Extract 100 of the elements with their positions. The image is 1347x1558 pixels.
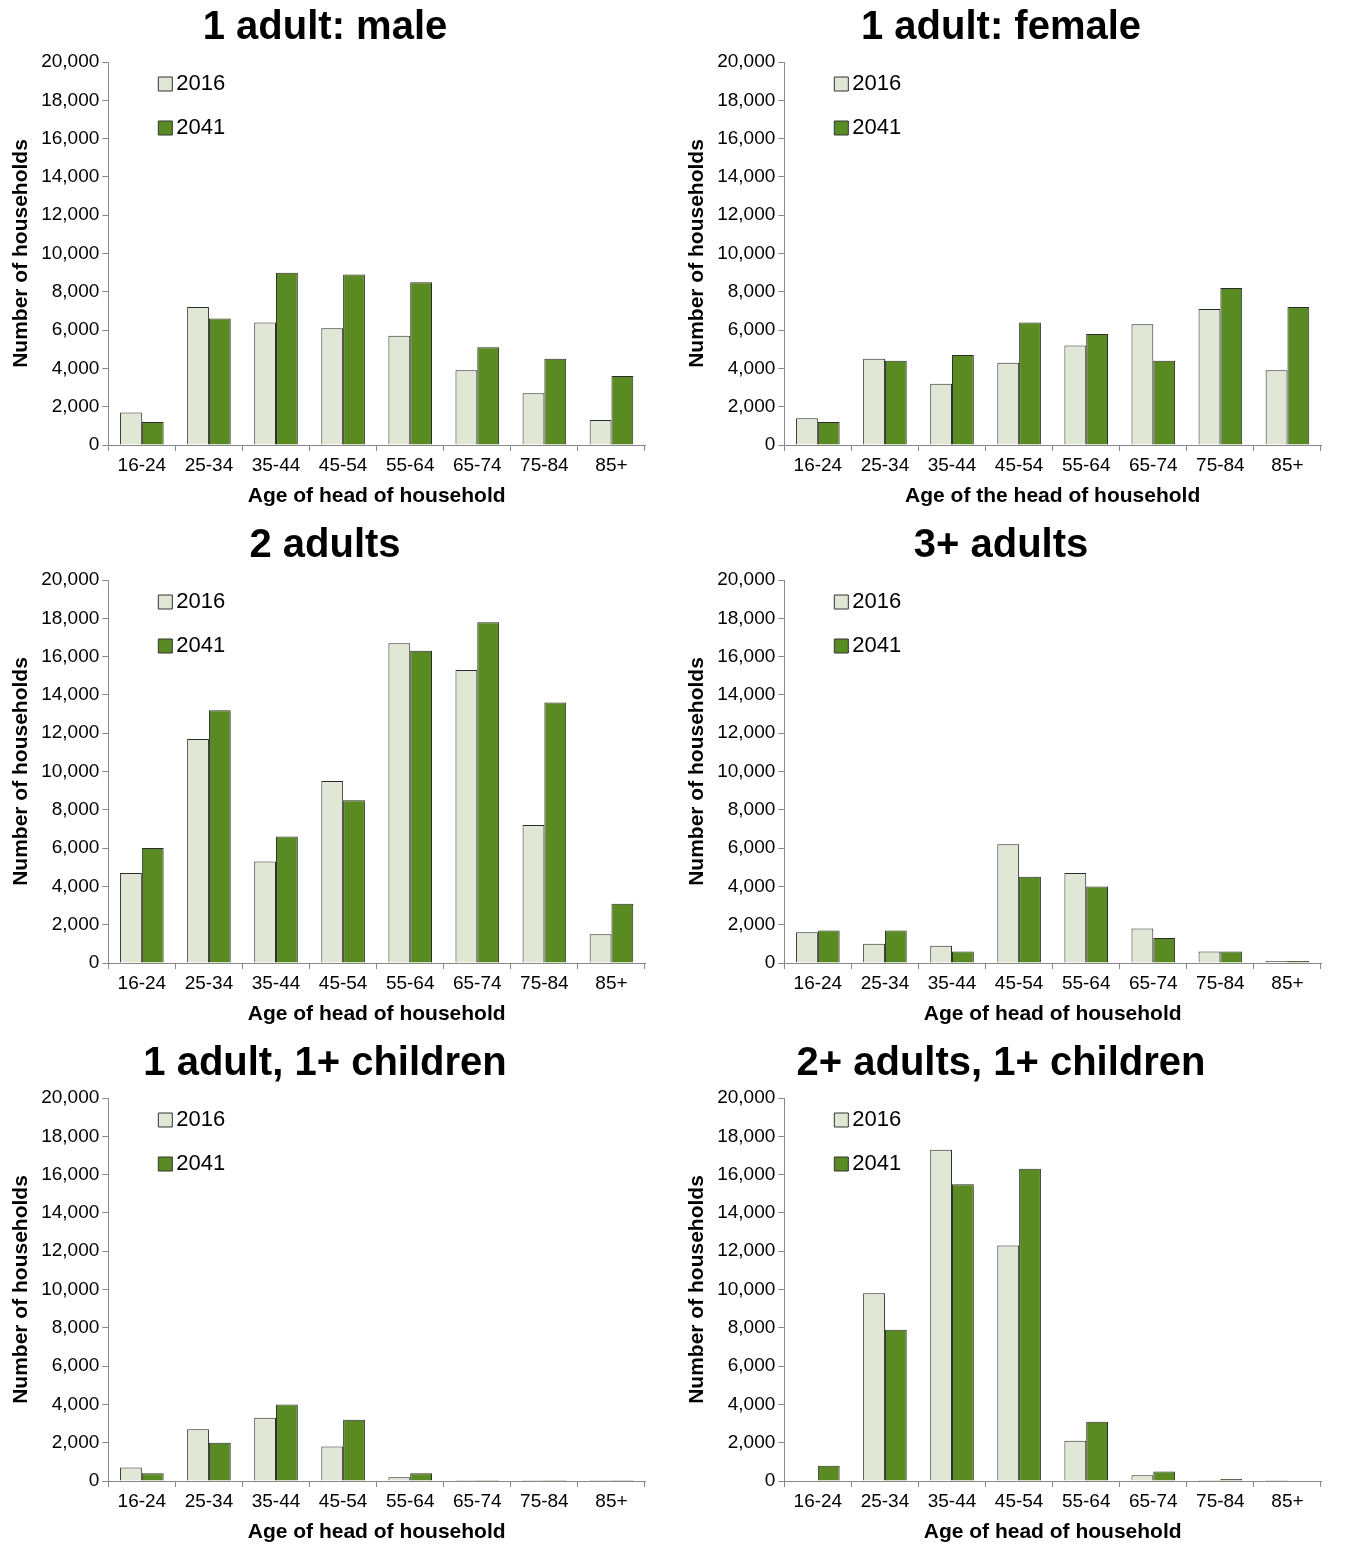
x-axis-title: Age of head of household [247,483,506,507]
x-tick-label: 55-64 [385,971,435,993]
x-tick-label: 55-64 [385,1489,435,1511]
y-tick-label: 20,000 [41,50,100,72]
y-tick-label: 18,000 [717,88,776,110]
x-tick-label: 16-24 [793,1489,843,1511]
x-tick-label: 16-24 [117,971,167,993]
x-axis-title: Age of head of household [247,1519,506,1543]
x-tick-label: 75-84 [520,971,570,993]
y-tick-label: 14,000 [41,1201,100,1223]
y-tick-label: 0 [88,433,100,455]
y-tick-label: 4,000 [727,1392,776,1414]
x-tick-label: 35-44 [251,971,301,993]
x-axis-title: Age of head of household [247,1001,506,1025]
x-tick-label: 65-74 [1128,453,1179,475]
x-tick-label: 25-34 [860,1489,910,1511]
x-axis-title: Age of head of household [923,1519,1182,1543]
x-tick-label: 65-74 [1128,971,1179,993]
chart-title: 2 adults [249,521,401,566]
y-tick-label: 10,000 [41,1277,100,1299]
x-tick-label: 45-54 [318,453,368,475]
y-tick-label: 20,000 [717,50,776,72]
y-tick-label: 2,000 [727,1430,776,1452]
y-tick-label: 14,000 [41,165,100,187]
x-tick-label: 25-34 [860,971,910,993]
x-tick-label: 65-74 [452,971,503,993]
y-tick-label: 0 [88,1469,100,1491]
y-tick-label: 16,000 [41,644,100,666]
y-tick-label: 12,000 [41,203,100,225]
y-tick-label: 2,000 [727,912,776,934]
y-tick-label: 4,000 [51,874,100,896]
x-tick-label: 35-44 [927,1489,977,1511]
y-tick-label: 6,000 [51,836,100,858]
y-axis-title: Number of households [8,657,32,886]
x-tick-label: 25-34 [184,971,234,993]
x-tick-label: 16-24 [793,971,843,993]
x-tick-label: 35-44 [927,453,977,475]
y-tick-label: 10,000 [717,241,776,263]
y-tick-label: 18,000 [41,606,100,628]
legend-label: 2016 [176,588,226,614]
y-tick-label: 4,000 [727,356,776,378]
legend-label: 2041 [852,114,902,140]
x-tick-label: 75-84 [520,453,570,475]
y-tick-label: 18,000 [717,606,776,628]
chart-title: 2+ adults, 1+ children [796,1039,1206,1084]
x-tick-label: 45-54 [994,453,1044,475]
legend-label: 2016 [176,70,226,96]
y-axis-title: Number of households [684,139,708,368]
x-tick-label: 45-54 [994,971,1044,993]
legend-label: 2041 [852,632,902,658]
x-tick-label: 16-24 [793,453,843,475]
y-tick-label: 4,000 [51,356,100,378]
x-tick-label: 55-64 [1061,1489,1111,1511]
y-tick-label: 12,000 [717,721,776,743]
y-tick-label: 18,000 [41,88,100,110]
chart-title: 3+ adults [913,521,1089,566]
x-axis-title: Age of the head of household [905,483,1201,507]
x-tick-label: 25-34 [184,1489,234,1511]
x-tick-label: 45-54 [318,1489,368,1511]
y-tick-label: 12,000 [717,203,776,225]
y-tick-label: 10,000 [717,759,776,781]
y-tick-label: 14,000 [717,683,776,705]
y-tick-label: 6,000 [727,836,776,858]
y-tick-label: 6,000 [51,318,100,340]
y-tick-label: 6,000 [51,1354,100,1376]
y-tick-label: 8,000 [727,1316,776,1338]
x-tick-label: 55-64 [1061,453,1111,475]
y-tick-label: 10,000 [41,241,100,263]
y-tick-label: 20,000 [717,568,776,590]
y-axis-title: Number of households [8,139,32,368]
x-axis-title: Age of head of household [923,1001,1182,1025]
x-tick-label: 55-64 [1061,971,1111,993]
x-tick-label: 45-54 [318,971,368,993]
y-tick-label: 20,000 [717,1086,776,1108]
y-tick-label: 8,000 [727,798,776,820]
x-tick-label: 55-64 [385,453,435,475]
x-tick-label: 16-24 [117,453,167,475]
y-tick-label: 20,000 [41,1086,100,1108]
y-tick-label: 0 [764,433,776,455]
y-tick-label: 6,000 [727,1354,776,1376]
x-tick-label: 16-24 [117,1489,167,1511]
y-tick-label: 14,000 [717,165,776,187]
x-tick-label: 85+ [1271,453,1304,475]
y-tick-label: 16,000 [717,1162,776,1184]
legend-label: 2016 [176,1106,226,1132]
y-tick-label: 12,000 [41,721,100,743]
y-tick-label: 2,000 [51,1430,100,1452]
y-tick-label: 20,000 [41,568,100,590]
x-tick-label: 85+ [1271,971,1304,993]
legend-label: 2041 [176,1150,226,1176]
y-tick-label: 16,000 [41,126,100,148]
chart-title: 1 adult: male [202,3,448,48]
x-tick-label: 25-34 [860,453,910,475]
y-tick-label: 4,000 [727,874,776,896]
y-tick-label: 14,000 [717,1201,776,1223]
x-tick-label: 25-34 [184,453,234,475]
y-tick-label: 18,000 [717,1124,776,1146]
x-tick-label: 85+ [595,453,628,475]
legend-label: 2016 [852,588,902,614]
y-tick-label: 8,000 [51,798,100,820]
